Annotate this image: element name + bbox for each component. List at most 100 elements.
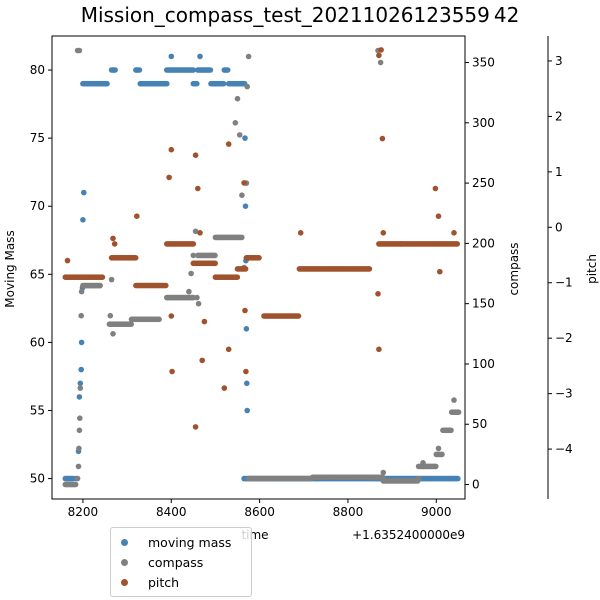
data-point-pitch [166,174,172,181]
data-point-compass [128,321,134,328]
series-compass [62,47,462,488]
data-point-pitch [64,257,71,264]
data-point-moving-mass [197,53,203,60]
y-tick-label-pitch: 0 [555,220,563,234]
data-point-compass [439,451,445,458]
y-tick-label-moving-mass: 75 [30,131,45,145]
data-point-compass [420,460,426,466]
data-point-pitch [195,185,201,192]
data-point-compass [190,252,197,259]
y-tick-label-compass: 350 [472,56,495,70]
x-tick-label: 8800 [333,505,364,519]
data-point-moving-mass [164,80,170,87]
data-point-compass [195,300,202,307]
data-point-compass [97,282,103,289]
data-point-compass [76,47,83,54]
data-point-pitch [243,368,249,375]
x-offset-label: +1.6352400000e9 [352,528,465,542]
data-point-moving-mass [81,189,87,196]
legend-marker-moving-mass [121,538,128,546]
data-point-pitch [192,152,199,158]
data-point-moving-mass [243,326,250,332]
data-point-compass [245,53,252,60]
data-point-moving-mass [76,394,83,400]
plot-frame [51,35,466,500]
data-point-compass [212,252,218,259]
y-tick-label-compass: 0 [472,478,480,492]
data-point-compass [74,475,81,482]
data-point-pitch [295,313,302,319]
data-point-pitch [379,135,386,142]
data-point-pitch [451,230,457,236]
data-point-compass [239,234,245,241]
data-point-compass [77,385,84,391]
y-axis-label-pitch: pitch [585,254,599,284]
data-point-compass [76,445,82,452]
data-point-pitch [168,313,175,319]
data-point-pitch [201,318,208,325]
x-tick-label: 8400 [156,505,187,519]
legend-label-pitch: pitch [148,574,180,590]
data-point-compass [75,463,82,470]
data-point-moving-mass [112,67,118,73]
y-axis-label-compass: compass [507,242,521,295]
data-point-compass [188,270,194,277]
legend-marker-compass [121,558,128,566]
data-point-moving-mass [220,80,227,87]
data-point-moving-mass [242,203,249,209]
data-point-moving-mass [244,380,250,387]
data-point-compass [72,481,79,488]
data-point-moving-mass [207,67,214,73]
data-point-compass [232,120,239,126]
data-point-pitch [111,241,118,247]
data-point-pitch [435,213,442,219]
data-point-pitch [212,260,218,267]
data-point-moving-mass [77,380,84,387]
plot-area [62,47,462,488]
data-point-pitch [99,274,106,281]
data-point-compass [186,288,192,295]
data-point-moving-mass [104,80,110,87]
data-point-compass [78,312,84,319]
series-pitch [62,47,461,430]
legend-label-compass: compass [148,554,204,570]
data-point-pitch [432,185,439,192]
legend-marker-pitch [121,578,128,586]
y-tick-label-moving-mass: 70 [30,199,45,213]
legend: moving mass compass pitch [110,527,252,597]
y-tick-label-pitch: −4 [555,442,573,456]
data-point-compass [377,59,384,66]
y-tick-label-pitch: −3 [555,387,573,401]
data-point-pitch [199,357,205,364]
data-point-pitch [190,241,197,247]
data-point-pitch [132,254,139,261]
y-tick-label-compass: 150 [472,297,495,311]
data-point-moving-mass [224,67,231,73]
data-point-pitch [242,307,248,314]
x-tick-label: 9000 [421,505,452,519]
data-point-pitch [225,141,232,147]
data-point-pitch [376,346,382,353]
data-point-pitch [297,230,304,236]
x-tick-label: 8200 [68,505,99,519]
data-point-moving-mass [244,407,250,414]
data-point-moving-mass [168,53,175,60]
y-tick-label-compass: 200 [472,236,495,250]
y-tick-label-pitch: −1 [555,276,573,290]
data-point-compass [415,475,422,482]
data-point-moving-mass [242,135,248,141]
data-point-moving-mass [78,339,85,346]
y-tick-label-compass: 300 [472,116,495,130]
legend-item-pitch: pitch [121,572,179,592]
data-point-pitch [437,268,443,275]
data-point-compass [107,312,114,319]
data-point-moving-mass [455,475,461,482]
data-point-pitch [169,368,175,375]
data-point-pitch [375,291,381,297]
data-point-pitch [378,47,384,53]
data-point-compass [234,95,241,102]
data-point-moving-mass [190,67,197,73]
y-tick-label-pitch: 1 [555,165,563,179]
data-point-moving-mass [82,80,88,87]
